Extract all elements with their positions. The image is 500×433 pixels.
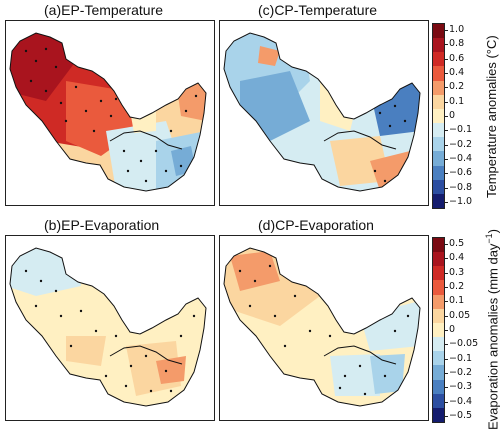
temperature-colorbar-segments (433, 24, 444, 209)
colorbar-tick-label: −0.8 (449, 181, 473, 193)
colorbar-segment (433, 137, 444, 152)
colorbar-segment (433, 151, 444, 166)
temperature-colorbar-label: Temperature anomalies (°C) (484, 35, 499, 198)
colorbar-segment (433, 407, 444, 423)
evaporation-label-suffix: ) (485, 228, 500, 234)
colorbar-segment (433, 66, 444, 81)
evaporation-colorbar (432, 237, 445, 423)
colorbar-segment (433, 193, 444, 209)
colorbar-tick-label: −0.05 (449, 338, 479, 350)
colorbar-tick-mark (445, 272, 448, 274)
colorbar-tick-label: 0.2 (449, 81, 465, 93)
colorbar-segment (433, 365, 444, 380)
colorbar-tick-mark (445, 372, 448, 374)
colorbar-tick-label: −0.4 (449, 395, 473, 407)
colorbar-tick-label: 0.2 (449, 281, 465, 293)
map-cp-evaporation (223, 247, 421, 407)
colorbar-segment (433, 108, 444, 124)
colorbar-tick-mark (445, 130, 448, 132)
colorbar-tick-label: 1.0 (449, 24, 465, 36)
colorbar-segment (433, 266, 444, 281)
colorbar-tick-label: 0.3 (449, 266, 465, 278)
colorbar-tick-mark (445, 101, 448, 103)
colorbar-segment (433, 80, 444, 95)
colorbar-tick-label: −0.5 (449, 409, 473, 421)
panel-a-title: (a)EP-Temperature (44, 2, 164, 18)
colorbar-segment (433, 308, 444, 323)
colorbar-tick-mark (445, 301, 448, 303)
colorbar-tick-mark (445, 358, 448, 360)
colorbar-tick-mark (445, 315, 448, 317)
colorbar-tick-mark (445, 330, 448, 331)
colorbar-tick-label: −0.2 (449, 138, 473, 150)
colorbar-tick-label: 0.4 (449, 67, 465, 79)
colorbar-tick-label: 0.1 (449, 95, 465, 107)
colorbar-segment (433, 252, 444, 267)
colorbar-tick-label: −0.3 (449, 381, 473, 393)
colorbar-segment (433, 322, 444, 338)
map-panel-cp-temperature (219, 20, 429, 206)
colorbar-tick-label: −1.0 (449, 195, 473, 207)
colorbar-tick-label: −0.1 (449, 352, 473, 364)
colorbar-tick-label: −0.2 (449, 366, 473, 378)
colorbar-tick-mark (445, 158, 448, 160)
evaporation-colorbar-label: Evaporation anomalies (mm day−1) (484, 229, 500, 430)
colorbar-segment (433, 52, 444, 67)
temperature-colorbar (432, 23, 445, 209)
colorbar-segment (433, 123, 444, 138)
colorbar-segment (433, 165, 444, 180)
colorbar-tick-mark (445, 30, 448, 32)
colorbar-tick-mark (445, 258, 448, 260)
colorbar-segment (433, 379, 444, 394)
colorbar-segment (433, 24, 444, 39)
colorbar-tick-mark (445, 116, 448, 117)
colorbar-segment (433, 280, 444, 295)
colorbar-tick-mark (445, 415, 448, 417)
colorbar-segment (433, 238, 444, 253)
map-panel-ep-temperature (5, 20, 215, 206)
colorbar-tick-mark (445, 173, 448, 175)
colorbar-tick-mark (445, 201, 448, 203)
evaporation-label-sup: −1 (484, 233, 494, 244)
map-panel-cp-evaporation (219, 235, 429, 421)
map-ep-temperature (9, 32, 207, 192)
colorbar-tick-label: −0.6 (449, 167, 473, 179)
colorbar-tick-mark (445, 387, 448, 389)
colorbar-tick-mark (445, 58, 448, 60)
colorbar-segment (433, 94, 444, 109)
colorbar-tick-label: 0.6 (449, 52, 465, 64)
map-panel-ep-evaporation (5, 235, 215, 421)
colorbar-tick-label: 0 (449, 324, 456, 335)
colorbar-tick-label: 0.4 (449, 252, 465, 264)
colorbar-tick-mark (445, 344, 448, 346)
colorbar-segment (433, 393, 444, 408)
map-ep-evaporation (9, 247, 207, 407)
evaporation-label-prefix: Evaporation anomalies (mm day (485, 243, 500, 430)
colorbar-tick-label: 0.1 (449, 295, 465, 307)
colorbar-segment (433, 337, 444, 352)
colorbar-tick-mark (445, 44, 448, 46)
colorbar-segment (433, 38, 444, 53)
colorbar-tick-mark (445, 187, 448, 189)
colorbar-tick-mark (445, 244, 448, 246)
colorbar-segment (433, 351, 444, 366)
colorbar-tick-label: 0.8 (449, 38, 465, 50)
colorbar-tick-label: 0.5 (449, 238, 465, 250)
colorbar-tick-label: −0.4 (449, 152, 473, 164)
colorbar-tick-mark (445, 73, 448, 75)
colorbar-tick-mark (445, 87, 448, 89)
map-cp-temperature (223, 32, 421, 192)
evaporation-colorbar-segments (433, 238, 444, 423)
colorbar-tick-mark (445, 287, 448, 289)
colorbar-tick-label: 0 (449, 110, 456, 121)
colorbar-tick-label: −0.1 (449, 124, 473, 136)
colorbar-segment (433, 294, 444, 309)
colorbar-tick-label: 0.05 (449, 309, 471, 321)
panel-c-title: (c)CP-Temperature (258, 2, 378, 18)
colorbar-tick-mark (445, 144, 448, 146)
colorbar-segment (433, 179, 444, 194)
panel-b-title: (b)EP-Evaporation (44, 217, 160, 233)
panel-d-title: (d)CP-Evaporation (258, 217, 374, 233)
colorbar-tick-mark (445, 401, 448, 403)
